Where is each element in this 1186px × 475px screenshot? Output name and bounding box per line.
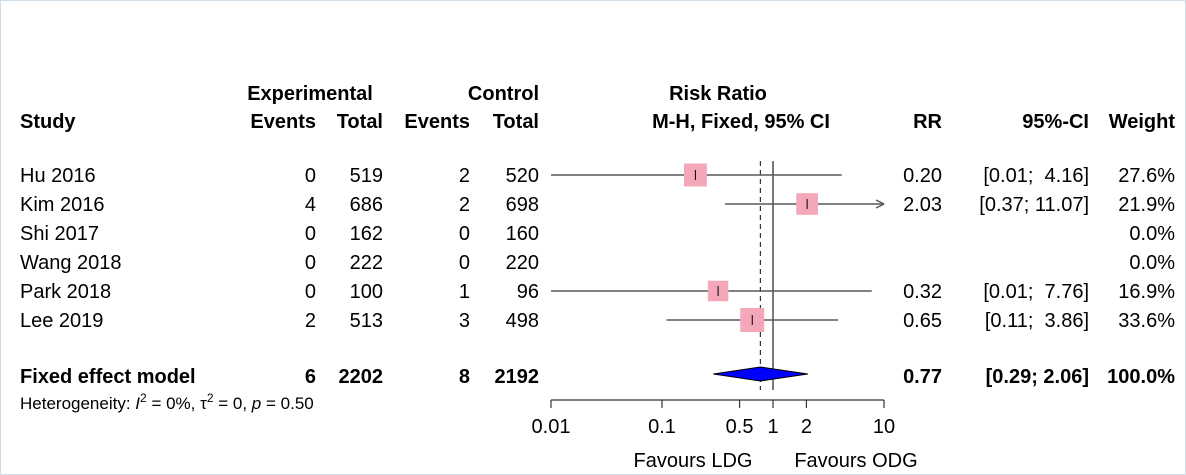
x-tick-label: 2	[801, 416, 812, 438]
ctrl-events: 2	[459, 165, 470, 187]
header-ci: 95%-CI	[1022, 111, 1089, 133]
study-name: Lee 2019	[20, 310, 103, 332]
ctrl-events: 0	[459, 252, 470, 274]
exp-total: 162	[350, 223, 383, 245]
ctrl-total: 220	[506, 252, 539, 274]
pooled-exp-events: 6	[305, 366, 316, 388]
ctrl-events: 2	[459, 194, 470, 216]
study-name: Shi 2017	[20, 223, 99, 245]
study-name: Wang 2018	[20, 252, 122, 274]
exp-total: 686	[350, 194, 383, 216]
exp-total: 100	[350, 281, 383, 303]
exp-events: 0	[305, 252, 316, 274]
pooled-diamond	[713, 366, 808, 382]
ctrl-total: 160	[506, 223, 539, 245]
pooled-ci: [0.29; 2.06]	[986, 366, 1089, 388]
x-tick-label: 1	[767, 416, 778, 438]
ci-arrow-right	[875, 199, 885, 209]
pooled-exp-total: 2202	[339, 366, 384, 388]
study-ci: [0.37; 11.07]	[979, 194, 1089, 216]
header-risk-ratio: Risk Ratio	[669, 83, 767, 105]
pooled-ctrl-events: 8	[459, 366, 470, 388]
header-weight: Weight	[1109, 111, 1176, 133]
header-method: M-H, Fixed, 95% CI	[652, 111, 830, 133]
heterogeneity-text: Heterogeneity: I2 = 0%, τ2 = 0, p = 0.50	[20, 391, 314, 413]
ctrl-total: 498	[506, 310, 539, 332]
pooled-weight: 100.0%	[1107, 366, 1175, 388]
study-rr: 0.65	[903, 310, 942, 332]
study-name: Hu 2016	[20, 165, 96, 187]
ctrl-total: 520	[506, 165, 539, 187]
header-exp-total: Total	[337, 111, 383, 133]
x-tick-label: 0.5	[726, 416, 754, 438]
exp-events: 2	[305, 310, 316, 332]
exp-total: 513	[350, 310, 383, 332]
study-name: Kim 2016	[20, 194, 105, 216]
exp-events: 4	[305, 194, 316, 216]
header-rr: RR	[913, 111, 942, 133]
study-rr: 0.32	[903, 281, 942, 303]
header-exp-events: Events	[250, 111, 316, 133]
ctrl-events: 0	[459, 223, 470, 245]
study-ci: [0.01; 7.76]	[983, 281, 1089, 303]
x-tick-label: 10	[873, 416, 895, 438]
header-study: Study	[20, 111, 76, 133]
study-ci: [0.01; 4.16]	[983, 165, 1089, 187]
ctrl-total: 698	[506, 194, 539, 216]
x-label-right: Favours ODG	[794, 450, 917, 472]
study-weight: 16.9%	[1118, 281, 1175, 303]
study-rr: 2.03	[903, 194, 942, 216]
study-rr: 0.20	[903, 165, 942, 187]
pooled-label: Fixed effect model	[20, 366, 196, 388]
x-tick-label: 0.1	[648, 416, 676, 438]
ctrl-events: 3	[459, 310, 470, 332]
header-control: Control	[468, 83, 539, 105]
study-weight: 0.0%	[1129, 252, 1175, 274]
study-weight: 33.6%	[1118, 310, 1175, 332]
header-ctrl-total: Total	[493, 111, 539, 133]
plot-marks	[551, 161, 885, 390]
pooled-rr: 0.77	[903, 366, 942, 388]
exp-events: 0	[305, 223, 316, 245]
x-tick-label: 0.01	[532, 416, 571, 438]
exp-total: 222	[350, 252, 383, 274]
exp-total: 519	[350, 165, 383, 187]
study-name: Park 2018	[20, 281, 111, 303]
pooled-ctrl-total: 2192	[495, 366, 540, 388]
study-weight: 27.6%	[1118, 165, 1175, 187]
x-label-left: Favours LDG	[634, 450, 753, 472]
header-ctrl-events: Events	[404, 111, 470, 133]
x-axis: 0.01 0.1 0.5 1 2 10	[532, 399, 895, 438]
header-experimental: Experimental	[247, 83, 373, 105]
ctrl-total: 96	[517, 281, 539, 303]
study-rows: Hu 2016 0 519 2 520 0.20 [0.01; 4.16] 27.6% Kim …	[20, 165, 1175, 332]
ctrl-events: 1	[459, 281, 470, 303]
study-ci: [0.11; 3.86]	[985, 310, 1089, 332]
exp-events: 0	[305, 165, 316, 187]
study-weight: 21.9%	[1118, 194, 1175, 216]
study-weight: 0.0%	[1129, 223, 1175, 245]
exp-events: 0	[305, 281, 316, 303]
